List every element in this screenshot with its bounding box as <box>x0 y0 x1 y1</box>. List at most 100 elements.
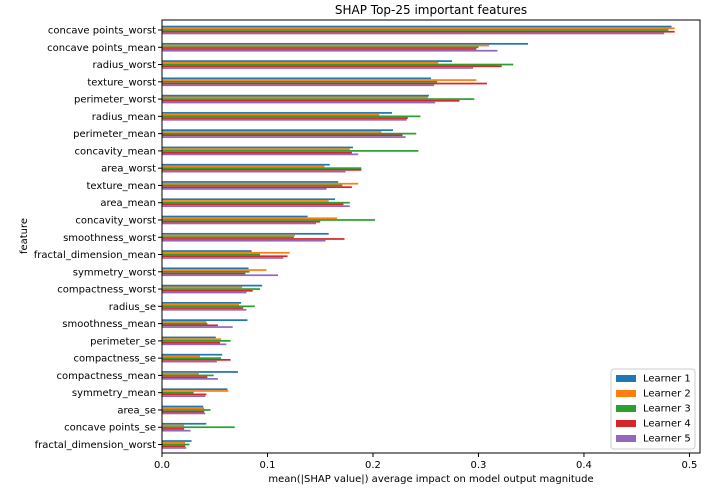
bar <box>162 267 249 270</box>
y-tick-label: perimeter_se <box>90 336 156 347</box>
bar <box>162 150 419 152</box>
bar <box>162 286 243 289</box>
bar <box>162 84 435 87</box>
legend-swatch <box>616 420 636 427</box>
bar <box>162 200 329 202</box>
bar <box>162 374 214 377</box>
legend-label: Learner 2 <box>643 389 691 400</box>
bar <box>162 428 185 430</box>
legend-label: Learner 3 <box>643 404 691 415</box>
bar <box>162 203 344 206</box>
bar <box>162 146 353 149</box>
legend-swatch <box>616 375 636 382</box>
y-tick-label: perimeter_mean <box>73 129 156 140</box>
bar <box>162 426 235 429</box>
bar <box>162 410 205 413</box>
bar <box>162 98 475 100</box>
bar <box>162 269 267 271</box>
y-tick-label: area_mean <box>100 198 156 209</box>
y-tick-label: compactness_se <box>73 354 156 365</box>
y-tick-label: concave points_mean <box>47 43 156 54</box>
bar <box>162 63 514 66</box>
y-tick-label: concavity_mean <box>75 146 156 157</box>
bar <box>162 60 453 62</box>
bar <box>162 307 244 309</box>
bar <box>162 113 380 116</box>
bar <box>162 257 284 259</box>
bar <box>162 182 359 185</box>
bar <box>162 251 290 254</box>
bar <box>162 170 346 173</box>
y-tick-label: fractal_dimension_worst <box>35 440 157 451</box>
bar <box>162 353 223 356</box>
bars-layer <box>162 25 675 449</box>
bar <box>162 447 187 449</box>
bar <box>162 303 240 306</box>
bar <box>162 234 295 237</box>
bar <box>162 445 186 448</box>
legend-label: Learner 5 <box>643 434 691 445</box>
y-axis-title: feature <box>19 218 30 254</box>
bar <box>162 48 477 50</box>
bar <box>162 167 362 170</box>
bar <box>162 324 218 327</box>
y-tick-label: concavity_worst <box>75 215 156 226</box>
y-tick-label: area_se <box>117 405 156 416</box>
x-tick-label: 0.2 <box>365 460 381 471</box>
y-tick-label: perimeter_worst <box>74 95 156 106</box>
bar <box>162 29 669 31</box>
bar <box>162 440 192 442</box>
bar <box>162 305 255 308</box>
bar <box>162 94 429 97</box>
bar <box>162 424 185 427</box>
bar <box>162 405 204 408</box>
bar <box>162 291 247 294</box>
bar <box>162 112 392 114</box>
y-tick-label: compactness_worst <box>57 285 156 296</box>
bar <box>162 302 242 304</box>
y-tick-label: texture_worst <box>87 77 156 88</box>
bar <box>162 321 207 323</box>
x-axis-title: mean(|SHAP value|) average impact on mod… <box>268 474 593 485</box>
bar <box>162 30 675 33</box>
bar <box>162 429 191 432</box>
bar <box>162 395 206 398</box>
bar <box>162 219 376 221</box>
bar <box>162 270 250 273</box>
bar <box>162 288 261 290</box>
legend-swatch <box>616 405 636 412</box>
plot-frame <box>161 19 701 454</box>
bar <box>162 151 352 154</box>
bar <box>162 118 407 121</box>
bar <box>162 99 460 102</box>
bar <box>162 217 338 220</box>
y-tick-label: symmetry_mean <box>72 388 156 399</box>
bar <box>162 388 228 391</box>
bar <box>162 165 325 168</box>
bar <box>162 284 263 287</box>
bar <box>162 61 439 64</box>
x-tick-label: 0.4 <box>576 460 592 471</box>
bar <box>162 308 247 311</box>
bar <box>162 49 498 52</box>
bar <box>162 253 261 256</box>
bar <box>162 96 428 99</box>
bar <box>162 44 490 47</box>
x-tick-label: 0.1 <box>260 460 276 471</box>
bar <box>162 79 477 81</box>
bar <box>162 272 246 275</box>
bar <box>162 25 672 28</box>
bar <box>162 198 336 201</box>
bar <box>162 232 329 235</box>
bar <box>162 184 343 187</box>
bar <box>162 163 330 166</box>
y-tick-label: radius_worst <box>93 60 157 71</box>
bar <box>162 336 216 339</box>
bar <box>162 322 208 325</box>
bar <box>162 412 206 415</box>
bar <box>162 117 408 119</box>
legend-items: Learner 1 Learner 2 Learner 3 Learner 4 Lear… <box>616 374 691 445</box>
legend-label: Learner 4 <box>643 419 691 430</box>
bar <box>162 101 436 104</box>
